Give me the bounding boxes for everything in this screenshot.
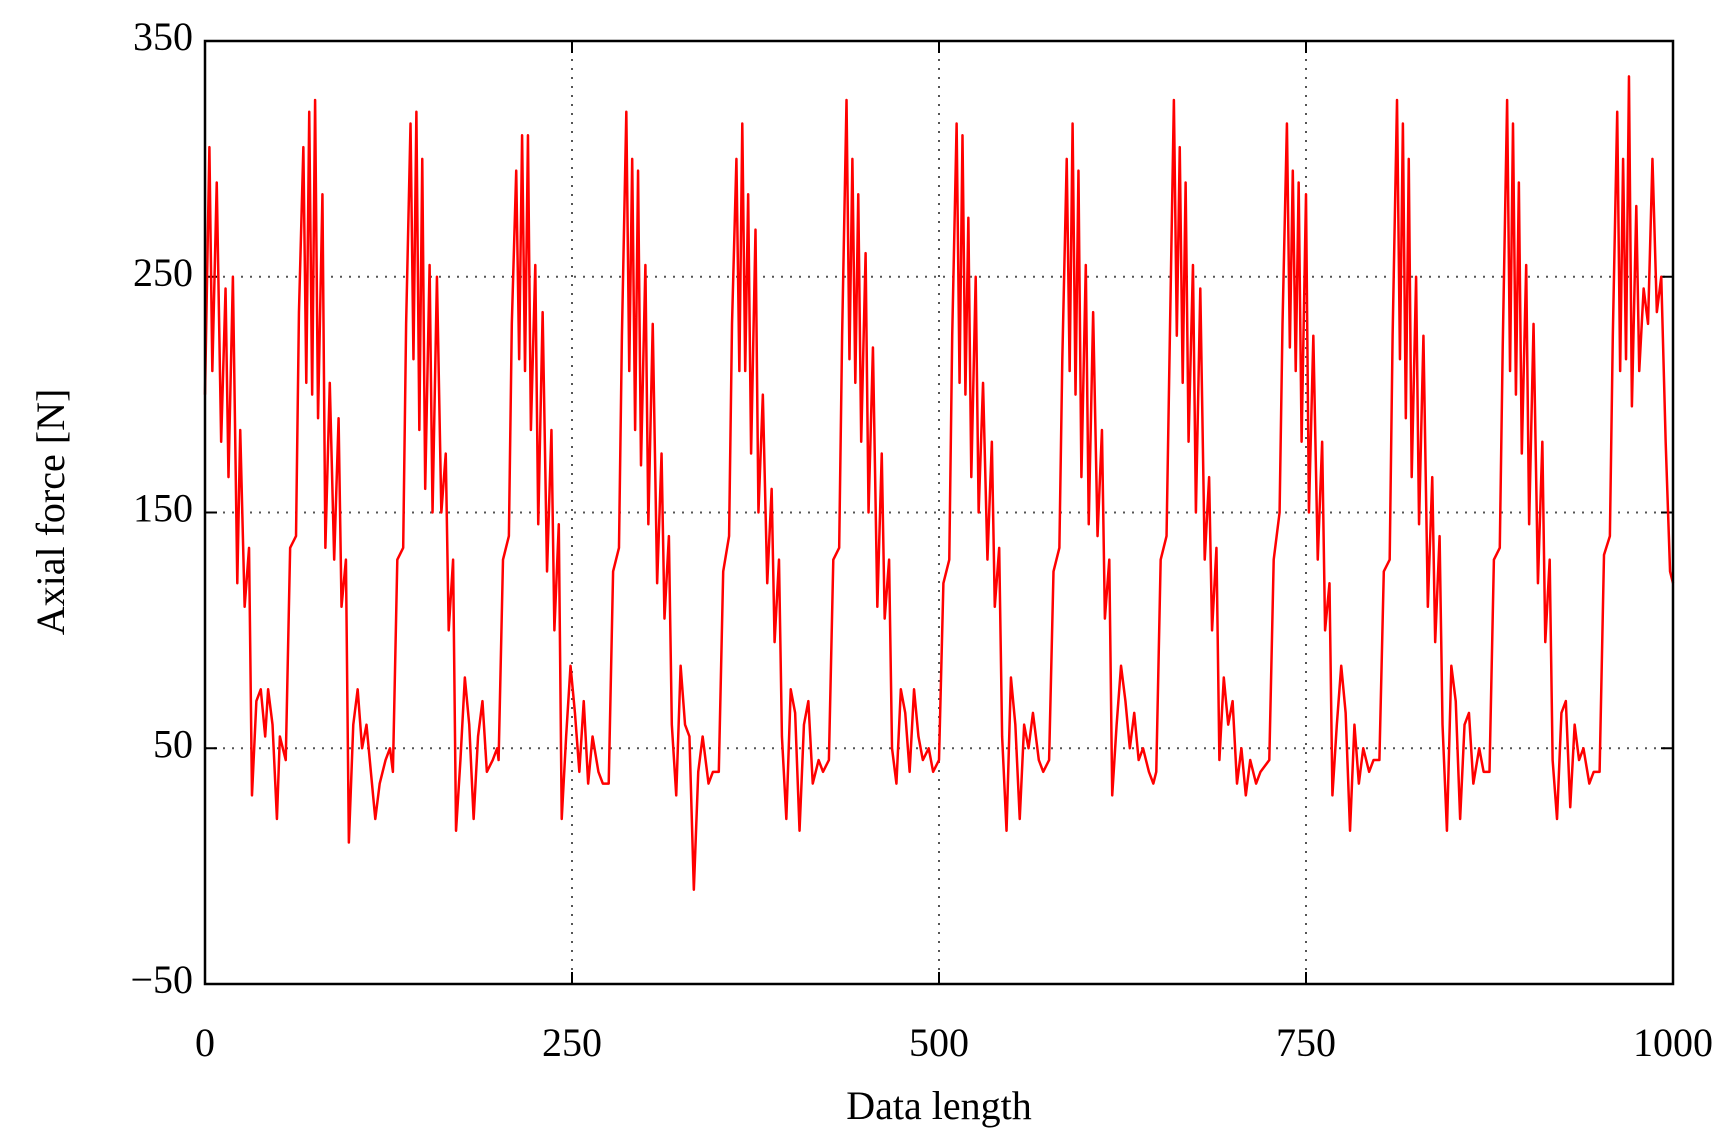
x-tick-label: 500 [909,1020,969,1065]
x-axis-label: Data length [846,1083,1032,1128]
y-tick-label: 250 [133,250,193,295]
y-axis-label: Axial force [N] [28,389,73,636]
x-tick-label: 750 [1276,1020,1336,1065]
data-line [203,75,1675,891]
x-tick-label: 0 [195,1020,215,1065]
y-tick-label: 150 [133,486,193,531]
x-tick-label: 250 [542,1020,602,1065]
plot-frame [203,39,1675,986]
y-tick-label: 50 [153,721,193,766]
y-tick-label: 350 [133,14,193,59]
y-tick-label: −50 [130,957,193,1002]
x-tick-label: 1000 [1633,1020,1713,1065]
